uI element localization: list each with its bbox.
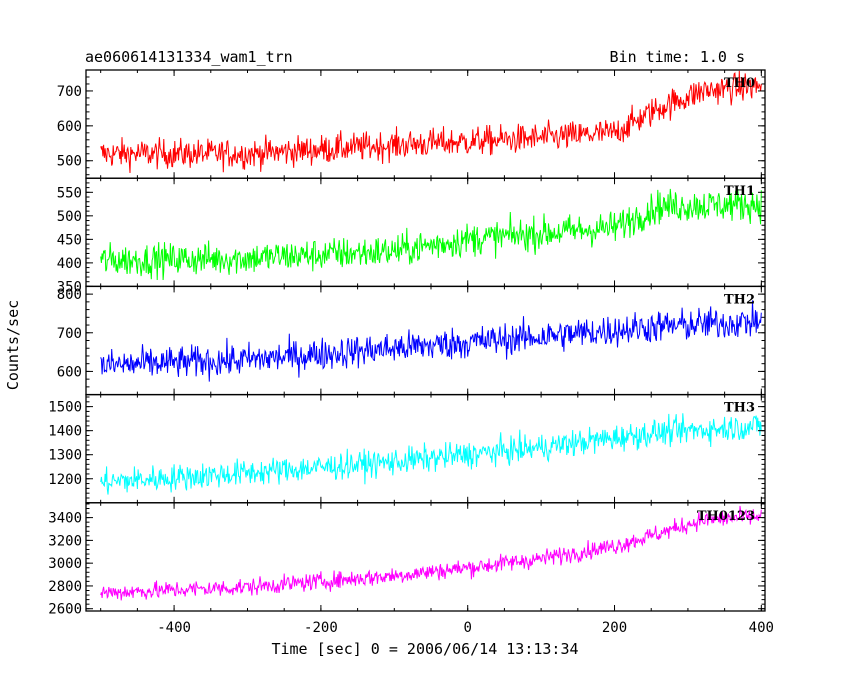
x-axis-label: Time [sec] 0 = 2006/06/14 13:13:34 [271,640,578,658]
x-tick-label: -400 [157,620,191,636]
y-tick-label: 700 [57,326,82,342]
y-tick-label: 1500 [48,400,82,416]
y-tick-label: 500 [57,154,82,170]
bin-time-label: Bin time: 1.0 s [610,48,745,66]
x-tick-label: 400 [749,620,774,636]
panel-th3: 1200 1300 1400 1500 TH3 [48,393,766,504]
panel-frame [85,502,766,612]
series-th1 [100,188,762,281]
panel-label: TH0123 [697,509,755,524]
panel-th0123: 2600 2800 3000 3200 3400 TH0123 [48,502,766,618]
chart-title: ae060614131334_wam1_trn [85,48,293,66]
panel-th0: 500 600 700 TH0 [57,69,766,179]
y-tick-label: 700 [57,84,82,100]
y-tick-label: 450 [57,232,82,248]
y-tick-label: 1400 [48,424,82,440]
panel-label: TH0 [724,76,755,91]
panels: 500 600 700 TH0 350 400 450 500 550 TH1 600 700 800 T… [48,69,766,618]
y-tick-label: 350 [57,279,82,295]
panel-frame [85,177,766,288]
panel-th2: 600 700 800 TH2 [57,285,766,396]
panel-label: TH1 [724,184,755,199]
panel-label: TH3 [724,401,755,416]
y-tick-label: 3400 [48,511,82,527]
panel-frame [85,285,766,396]
y-tick-label: 600 [57,119,82,135]
y-tick-label: 1200 [48,472,82,488]
y-tick-label: 2800 [48,579,82,595]
y-tick-label: 550 [57,185,82,201]
series-th2 [100,300,762,382]
y-tick-label: 3200 [48,533,82,549]
y-axis-label: Counts/sec [4,300,22,390]
panel-frame [85,393,766,504]
y-tick-label: 2600 [48,602,82,618]
x-tick-label: 200 [602,620,627,636]
y-tick-label: 500 [57,209,82,225]
y-tick-label: 600 [57,364,82,380]
panel-th1: 350 400 450 500 550 TH1 [57,177,766,295]
series-th3 [100,413,762,495]
series-th0123 [100,505,762,601]
y-tick-label: 400 [57,256,82,272]
y-tick-label: 3000 [48,556,82,572]
x-axis: -400 -200 0 200 400 [157,620,774,636]
series-th0 [100,70,762,174]
panel-label: TH2 [724,292,755,307]
x-tick-label: -200 [304,620,338,636]
y-tick-label: 800 [57,287,82,303]
x-tick-label: 0 [463,620,471,636]
y-tick-label: 1300 [48,448,82,464]
panel-frame [85,69,766,179]
